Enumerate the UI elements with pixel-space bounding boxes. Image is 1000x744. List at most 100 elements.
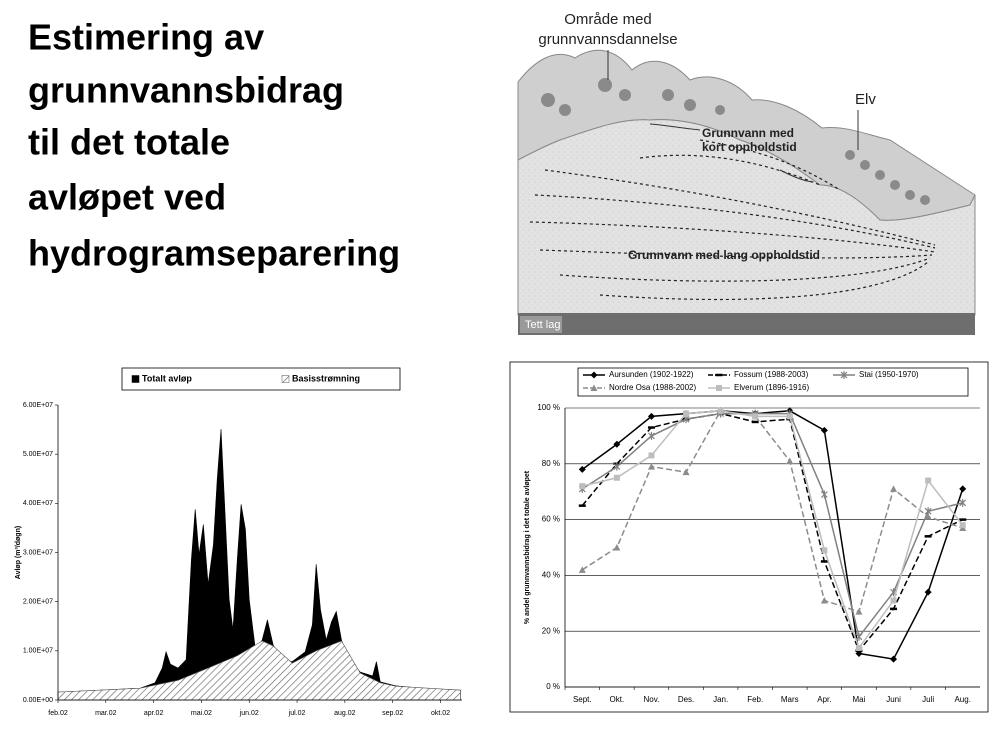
- title-line: Estimering av: [28, 17, 264, 58]
- marker: [821, 547, 828, 554]
- line-chart: 0 % 20 % 40 % 60 % 80 % 100 % Sept. Okt. Nov. Des…: [509, 361, 989, 713]
- y-tick-label: 1.00E+07: [23, 648, 53, 655]
- legend-box: [577, 367, 969, 397]
- marker: [820, 597, 828, 604]
- marker: [579, 483, 586, 490]
- marker: [578, 566, 586, 573]
- y-tick-label: 5.00E+07: [23, 451, 53, 458]
- groundwater-diagram: Område med grunnvannsdannelse Elv Grunnv…: [517, 11, 976, 335]
- marker: [613, 440, 621, 448]
- label-pointers: [607, 50, 859, 183]
- marker: [890, 485, 898, 492]
- marker: [590, 371, 598, 379]
- marker: [855, 644, 862, 651]
- marker: [925, 477, 932, 484]
- marker: [890, 655, 898, 663]
- x-tick-label: Juli: [922, 695, 934, 704]
- marker: [647, 412, 655, 420]
- diagram-label: grunnvannsdannelse: [538, 31, 677, 48]
- x-tick-label: sep.02: [382, 710, 403, 717]
- title-line: avløpet ved: [28, 177, 226, 218]
- y-tick-label: 0.00E+00: [23, 697, 53, 704]
- x-tick-label: Jan.: [713, 695, 728, 704]
- marker: [924, 513, 932, 520]
- x-tick-label: mar.02: [95, 710, 117, 717]
- marker: [820, 490, 828, 499]
- marker: [959, 498, 967, 507]
- marker: [647, 463, 655, 470]
- legend-swatch: [281, 375, 290, 383]
- x-tick-label: Okt.: [610, 695, 625, 704]
- x-tick-label: feb.02: [48, 710, 68, 717]
- area: [57, 640, 461, 701]
- marker: [959, 522, 966, 529]
- marker: [683, 410, 690, 417]
- y-axis-label: % andel grunnvannsbidrag i det totale av…: [524, 470, 531, 624]
- legend-label: Stai (1950-1970): [859, 370, 919, 379]
- series-line: [581, 412, 964, 653]
- series-line: [581, 410, 964, 660]
- marker: [648, 431, 655, 440]
- legend-label: Nordre Osa (1988-2002): [609, 383, 696, 392]
- y-tick-label: 4.00E+07: [23, 500, 53, 507]
- layer-label-box: [520, 316, 562, 333]
- marker: [578, 465, 586, 473]
- flow-lines: [529, 139, 936, 301]
- marker: [752, 413, 759, 420]
- legend-label: Basisstrømning: [292, 373, 360, 383]
- x-tick-label: Nov.: [644, 695, 660, 704]
- marker: [786, 457, 794, 465]
- x-tick-label: Mai: [853, 695, 866, 704]
- legend-label: Fossum (1988-2003): [734, 370, 809, 379]
- legend-label: Elverum (1896-1916): [734, 383, 809, 392]
- marker: [613, 474, 620, 481]
- x-tick-label: mai.02: [191, 710, 212, 717]
- y-tick-label: 6.00E+07: [23, 402, 53, 409]
- marker: [682, 468, 690, 476]
- title-line: grunnvannsbidrag: [28, 70, 344, 111]
- title: Estimering av grunnvannsbidrag til det t…: [28, 17, 400, 274]
- marker: [855, 632, 863, 641]
- x-tick-label: Aug.: [954, 695, 970, 704]
- marker: [959, 485, 967, 493]
- y-tick-label: 80 %: [542, 459, 560, 468]
- trees: [541, 78, 930, 205]
- x-tick-label: Juni: [886, 695, 901, 704]
- marker: [613, 544, 621, 551]
- marker: [648, 452, 655, 459]
- marker: [716, 385, 722, 391]
- marker: [840, 371, 848, 379]
- terrain-front: [517, 119, 976, 316]
- x-tick-label: Feb.: [747, 695, 763, 704]
- title-line: hydrogramseparering: [28, 233, 400, 274]
- diagram-label: Område med: [564, 11, 652, 28]
- chart-frame: [509, 361, 989, 713]
- series-line: [582, 410, 964, 650]
- legend-box: [121, 367, 401, 391]
- x-tick-label: okt.02: [431, 710, 450, 717]
- y-tick-label: 40 %: [542, 571, 560, 580]
- series-line: [581, 409, 963, 613]
- diagram-label: Grunnvann med lang oppholdstid: [628, 248, 820, 262]
- legend-swatch: [131, 375, 140, 383]
- y-axis-label: Avløp (m³/døgn): [15, 526, 22, 579]
- x-tick-label: aug.02: [334, 710, 356, 717]
- marker: [820, 426, 828, 434]
- marker: [717, 407, 724, 414]
- area-chart: 0.00E+00 1.00E+07 2.00E+07 3.00E+07 4.00E+07…: [15, 367, 462, 717]
- y-tick-label: 100 %: [537, 403, 560, 412]
- y-tick-label: 2.00E+07: [23, 599, 53, 606]
- y-tick-label: 20 %: [542, 626, 560, 635]
- diagram-label: Tett lag: [525, 319, 560, 331]
- x-tick-label: Sept.: [573, 695, 592, 704]
- impermeable-layer: [518, 313, 975, 335]
- x-tick-label: Des.: [678, 695, 694, 704]
- marker: [590, 384, 598, 391]
- diagram-label: Grunnvann med: [702, 126, 794, 140]
- legend-label: Aursunden (1902-1922): [609, 370, 694, 379]
- y-tick-label: 0 %: [546, 682, 560, 691]
- diagram-label: kort oppholdstid: [702, 140, 797, 154]
- marker: [786, 413, 793, 420]
- title-line: til det totale: [28, 122, 230, 163]
